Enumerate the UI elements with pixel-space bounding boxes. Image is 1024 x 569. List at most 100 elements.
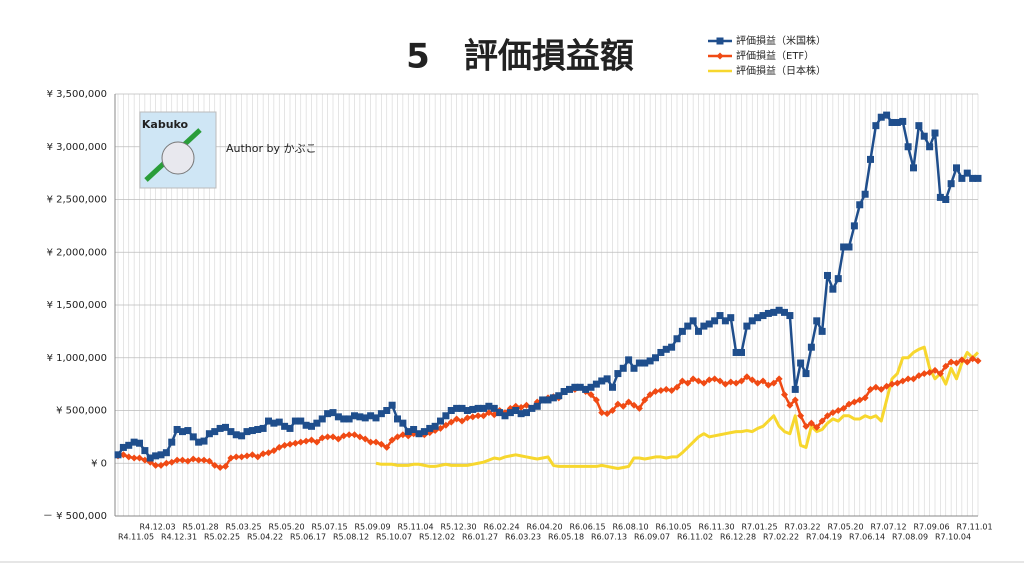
series bbox=[114, 355, 982, 471]
point bbox=[963, 169, 971, 177]
x-tick-label: R5.11.04 bbox=[397, 523, 433, 532]
point bbox=[119, 443, 127, 451]
point bbox=[625, 398, 633, 406]
point bbox=[490, 411, 498, 419]
point bbox=[549, 394, 557, 402]
point bbox=[721, 317, 729, 325]
point bbox=[313, 419, 321, 427]
point bbox=[136, 439, 143, 447]
point bbox=[716, 377, 724, 385]
point bbox=[872, 383, 880, 391]
point bbox=[646, 391, 654, 399]
point bbox=[781, 308, 788, 316]
point bbox=[920, 370, 928, 378]
point bbox=[146, 454, 154, 462]
x-tick-label: R6.01.27 bbox=[462, 533, 498, 542]
point bbox=[748, 317, 756, 325]
x-tick-label: R5.06.17 bbox=[290, 533, 326, 542]
point bbox=[119, 451, 127, 459]
point bbox=[630, 364, 638, 372]
point bbox=[399, 431, 407, 439]
point bbox=[668, 343, 676, 351]
point bbox=[394, 415, 401, 423]
x-tick-label: R4.12.31 bbox=[161, 533, 197, 542]
point bbox=[716, 52, 724, 60]
y-tick-label: ¥ 500,000 bbox=[56, 406, 107, 417]
point bbox=[141, 456, 149, 464]
point bbox=[566, 385, 573, 393]
point bbox=[598, 377, 606, 385]
x-tick-label: R6.08.10 bbox=[612, 523, 648, 532]
point bbox=[281, 422, 289, 430]
point bbox=[727, 378, 735, 386]
x-tick-label: R5.08.12 bbox=[333, 533, 369, 542]
point bbox=[963, 358, 971, 366]
point bbox=[587, 383, 595, 391]
point bbox=[291, 439, 299, 447]
x-tick-label: R7.09.06 bbox=[913, 523, 949, 532]
x-tick-label: R5.03.25 bbox=[225, 523, 261, 532]
point bbox=[705, 376, 713, 384]
point bbox=[367, 412, 375, 420]
point bbox=[652, 354, 659, 362]
point bbox=[254, 453, 262, 461]
x-tick-label: R6.12.28 bbox=[720, 533, 756, 542]
point bbox=[189, 455, 197, 463]
x-tick-label: R5.07.15 bbox=[311, 523, 347, 532]
x-tick-label: R6.11.02 bbox=[677, 533, 713, 542]
x-tick-label: R7.03.22 bbox=[784, 523, 820, 532]
point bbox=[786, 312, 794, 320]
x-tick-label: R7.06.14 bbox=[849, 533, 885, 542]
point bbox=[754, 314, 762, 322]
x-tick-label: R7.04.19 bbox=[806, 533, 842, 542]
point bbox=[834, 407, 842, 414]
point bbox=[286, 424, 294, 432]
point bbox=[883, 382, 891, 390]
plot-area: － ¥ 500,000 ¥ 0 ¥ 500,000 ¥ 1,000,000 ¥ 1,50… bbox=[43, 89, 993, 542]
legend-label: 評価損益（米国株） bbox=[736, 34, 826, 47]
point bbox=[205, 457, 213, 465]
point bbox=[754, 379, 762, 387]
point bbox=[195, 438, 203, 446]
point bbox=[888, 380, 896, 388]
point bbox=[576, 383, 584, 391]
point bbox=[727, 314, 735, 322]
series bbox=[375, 345, 980, 471]
point bbox=[480, 404, 487, 412]
point bbox=[840, 404, 848, 412]
x-tick-label: R7.07.12 bbox=[870, 523, 906, 532]
point bbox=[646, 357, 654, 365]
point bbox=[716, 37, 724, 45]
point bbox=[458, 417, 466, 425]
point bbox=[377, 410, 385, 418]
x-tick-label: R6.03.23 bbox=[505, 533, 541, 542]
point bbox=[603, 375, 611, 383]
point bbox=[700, 322, 708, 330]
x-tick-label: R6.04.20 bbox=[526, 523, 562, 532]
point bbox=[415, 430, 423, 438]
point bbox=[232, 431, 240, 439]
point bbox=[824, 271, 831, 279]
point bbox=[463, 407, 471, 414]
point bbox=[136, 454, 143, 462]
x-tick-label: R7.01.25 bbox=[741, 523, 777, 532]
point bbox=[818, 327, 826, 335]
point bbox=[125, 453, 133, 461]
point bbox=[447, 418, 455, 426]
y-tick-label: ¥ 2,000,000 bbox=[47, 247, 107, 258]
point bbox=[340, 415, 348, 423]
point bbox=[259, 424, 267, 432]
point bbox=[662, 385, 670, 393]
legend-label: 評価損益（日本株） bbox=[736, 64, 826, 77]
point bbox=[367, 438, 375, 446]
point bbox=[517, 410, 525, 418]
point bbox=[152, 461, 160, 469]
point bbox=[216, 424, 224, 432]
point bbox=[243, 428, 251, 436]
point bbox=[528, 404, 536, 412]
point bbox=[587, 391, 595, 399]
point bbox=[861, 190, 869, 198]
point bbox=[404, 428, 412, 436]
point bbox=[689, 375, 697, 383]
point bbox=[383, 407, 391, 414]
